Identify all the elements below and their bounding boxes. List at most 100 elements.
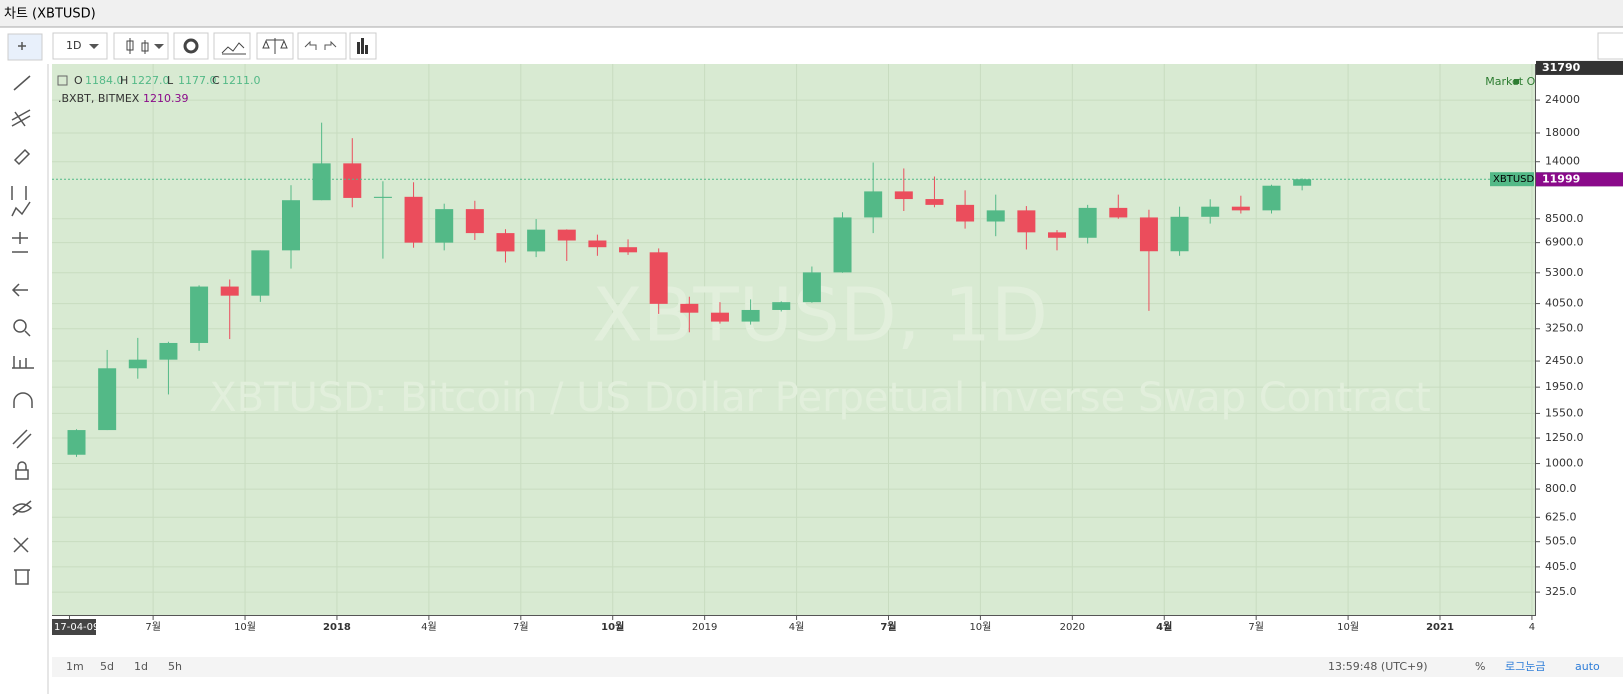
y-tick-label: 325.0	[1545, 585, 1577, 598]
legend-l: 1177.0	[178, 74, 217, 87]
y-tick-label: 6900.0	[1545, 236, 1584, 249]
legend-c: 1211.0	[222, 74, 261, 87]
indicators-button[interactable]	[213, 32, 251, 60]
y-tick-label: 8500.0	[1545, 212, 1584, 225]
bottom-log[interactable]: 로그눈금	[1505, 660, 1545, 673]
bottom-time: 13:59:48 (UTC+9)	[1328, 660, 1428, 673]
candle-body	[404, 196, 423, 243]
x-tick-label: 2021	[1426, 622, 1454, 633]
candle-body	[1017, 210, 1036, 233]
legend-o-label: O	[74, 74, 83, 87]
collapse-button[interactable]	[57, 75, 68, 86]
legend-c-label: C	[212, 74, 220, 87]
x-tick-label: 7월	[145, 621, 161, 633]
candle-body	[956, 204, 975, 222]
bottom-auto[interactable]: auto	[1575, 660, 1600, 673]
x-tick-label: 4월	[1156, 621, 1172, 633]
range-button[interactable]: 1m	[66, 660, 84, 673]
x-tick-label: 7월	[1248, 621, 1264, 633]
legend-h: 1227.0	[131, 74, 170, 87]
candle-body	[741, 309, 760, 322]
x-tick-label: 2019	[692, 622, 717, 633]
candle-body	[1078, 207, 1097, 238]
bottom-percent[interactable]: %	[1475, 660, 1485, 673]
cursor-button[interactable]	[7, 33, 43, 61]
candle-body	[557, 229, 576, 241]
legend-l-label: L	[167, 74, 174, 87]
candle-body	[1139, 217, 1158, 252]
y-tick-label: 14000	[1545, 155, 1580, 168]
candle-body	[159, 342, 178, 360]
index-name: .BXBT, BITMEX	[58, 92, 140, 105]
range-button[interactable]: 1d	[134, 660, 148, 673]
candle-body	[465, 209, 484, 234]
candle-body	[220, 286, 239, 296]
y-tick-label: 1950.0	[1545, 380, 1584, 393]
x-tick-label: 2020	[1060, 622, 1085, 633]
y-tick-label: 4050.0	[1545, 297, 1584, 310]
x-tick-label: 10월	[1337, 621, 1359, 633]
legend-o: 1184.0	[85, 74, 124, 87]
candle-body	[435, 209, 454, 243]
x-tick-label: 4월	[789, 621, 805, 633]
price-tag	[1536, 172, 1623, 187]
candle-body	[649, 252, 668, 304]
bottom-bar	[52, 657, 1623, 677]
candle-body	[1201, 206, 1220, 217]
candle-body	[772, 302, 791, 310]
candle-body	[496, 233, 515, 252]
y-tick-label: 5300.0	[1545, 266, 1584, 279]
price-tag-label: 31790	[1542, 61, 1581, 74]
y-tick-label: 1550.0	[1545, 406, 1584, 419]
y-tick-label: 2450.0	[1545, 354, 1584, 367]
candle-body	[190, 286, 209, 343]
candle-body	[680, 303, 699, 313]
interval-button[interactable]	[52, 32, 108, 60]
candle-body	[802, 272, 821, 303]
candle-body	[1231, 206, 1250, 211]
candle-body	[986, 210, 1005, 222]
range-button[interactable]: 5h	[168, 660, 182, 673]
candle-body	[619, 247, 638, 253]
candle-body	[1170, 216, 1189, 252]
candle-body	[312, 163, 331, 201]
price-tag	[1536, 60, 1623, 75]
price-axis	[1536, 64, 1623, 637]
snapshot-button[interactable]	[1597, 32, 1623, 60]
y-tick-label: 1250.0	[1545, 431, 1584, 444]
candle-body	[281, 200, 300, 251]
candle-body	[373, 196, 392, 198]
interval-label: 1D	[66, 39, 81, 52]
price-tag-label: 11999	[1542, 172, 1580, 185]
candle-body	[710, 312, 729, 322]
window-title: 차트 (XBTUSD)	[4, 7, 96, 22]
price-tag-name: XBTUSD	[1493, 174, 1534, 185]
price-tag-name-bg	[1490, 172, 1534, 187]
legend-h-label: H	[120, 74, 128, 87]
index-value: 1210.39	[143, 92, 189, 105]
candle-body	[527, 229, 546, 252]
x-tick-label: 7월	[513, 621, 529, 633]
x-tick-label: 4월	[421, 621, 437, 633]
y-tick-label: 800.0	[1545, 482, 1577, 495]
x-tick-highlight	[52, 619, 96, 635]
title-bar	[0, 0, 1623, 27]
y-tick-label: 24000	[1545, 93, 1580, 106]
y-tick-label: 405.0	[1545, 560, 1577, 573]
x-tick-label: 10월	[234, 621, 256, 633]
x-tick-label: 2018	[323, 622, 351, 633]
candle-body	[67, 430, 86, 455]
candle-body	[833, 217, 852, 273]
x-tick-label: 4	[1529, 622, 1535, 633]
range-button[interactable]: 5d	[100, 660, 114, 673]
drawing-tools	[0, 64, 47, 694]
settings-button[interactable]	[173, 32, 209, 60]
x-tick-label: 10월	[969, 621, 991, 633]
candle-body	[98, 368, 117, 431]
tool-icons	[11, 42, 34, 585]
candle-body	[894, 191, 913, 200]
candle-body	[1109, 207, 1128, 218]
watermark-subtitle: XBTUSD: Bitcoin / US Dollar Perpetual In…	[209, 375, 1431, 421]
undo-redo-button[interactable]	[297, 32, 347, 60]
